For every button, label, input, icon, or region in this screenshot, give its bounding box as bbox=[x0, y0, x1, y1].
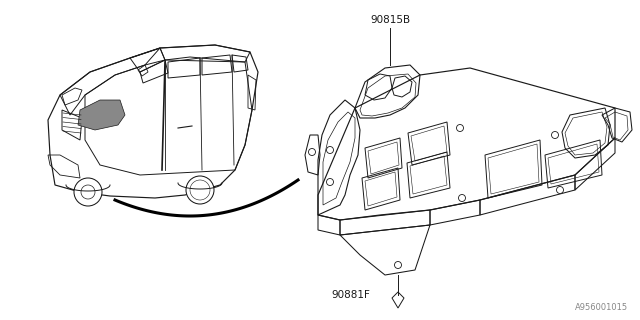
Circle shape bbox=[557, 187, 563, 194]
Circle shape bbox=[74, 178, 102, 206]
Circle shape bbox=[193, 183, 207, 197]
Circle shape bbox=[186, 176, 214, 204]
Circle shape bbox=[456, 124, 463, 132]
Circle shape bbox=[190, 180, 210, 200]
Text: A956001015: A956001015 bbox=[575, 303, 628, 312]
Circle shape bbox=[308, 148, 316, 156]
Circle shape bbox=[326, 179, 333, 186]
Text: 90881F: 90881F bbox=[331, 290, 370, 300]
Text: 90815B: 90815B bbox=[370, 15, 410, 25]
Circle shape bbox=[394, 261, 401, 268]
Circle shape bbox=[326, 147, 333, 154]
Circle shape bbox=[458, 195, 465, 202]
Circle shape bbox=[81, 185, 95, 199]
Polygon shape bbox=[78, 100, 125, 130]
Circle shape bbox=[552, 132, 559, 139]
